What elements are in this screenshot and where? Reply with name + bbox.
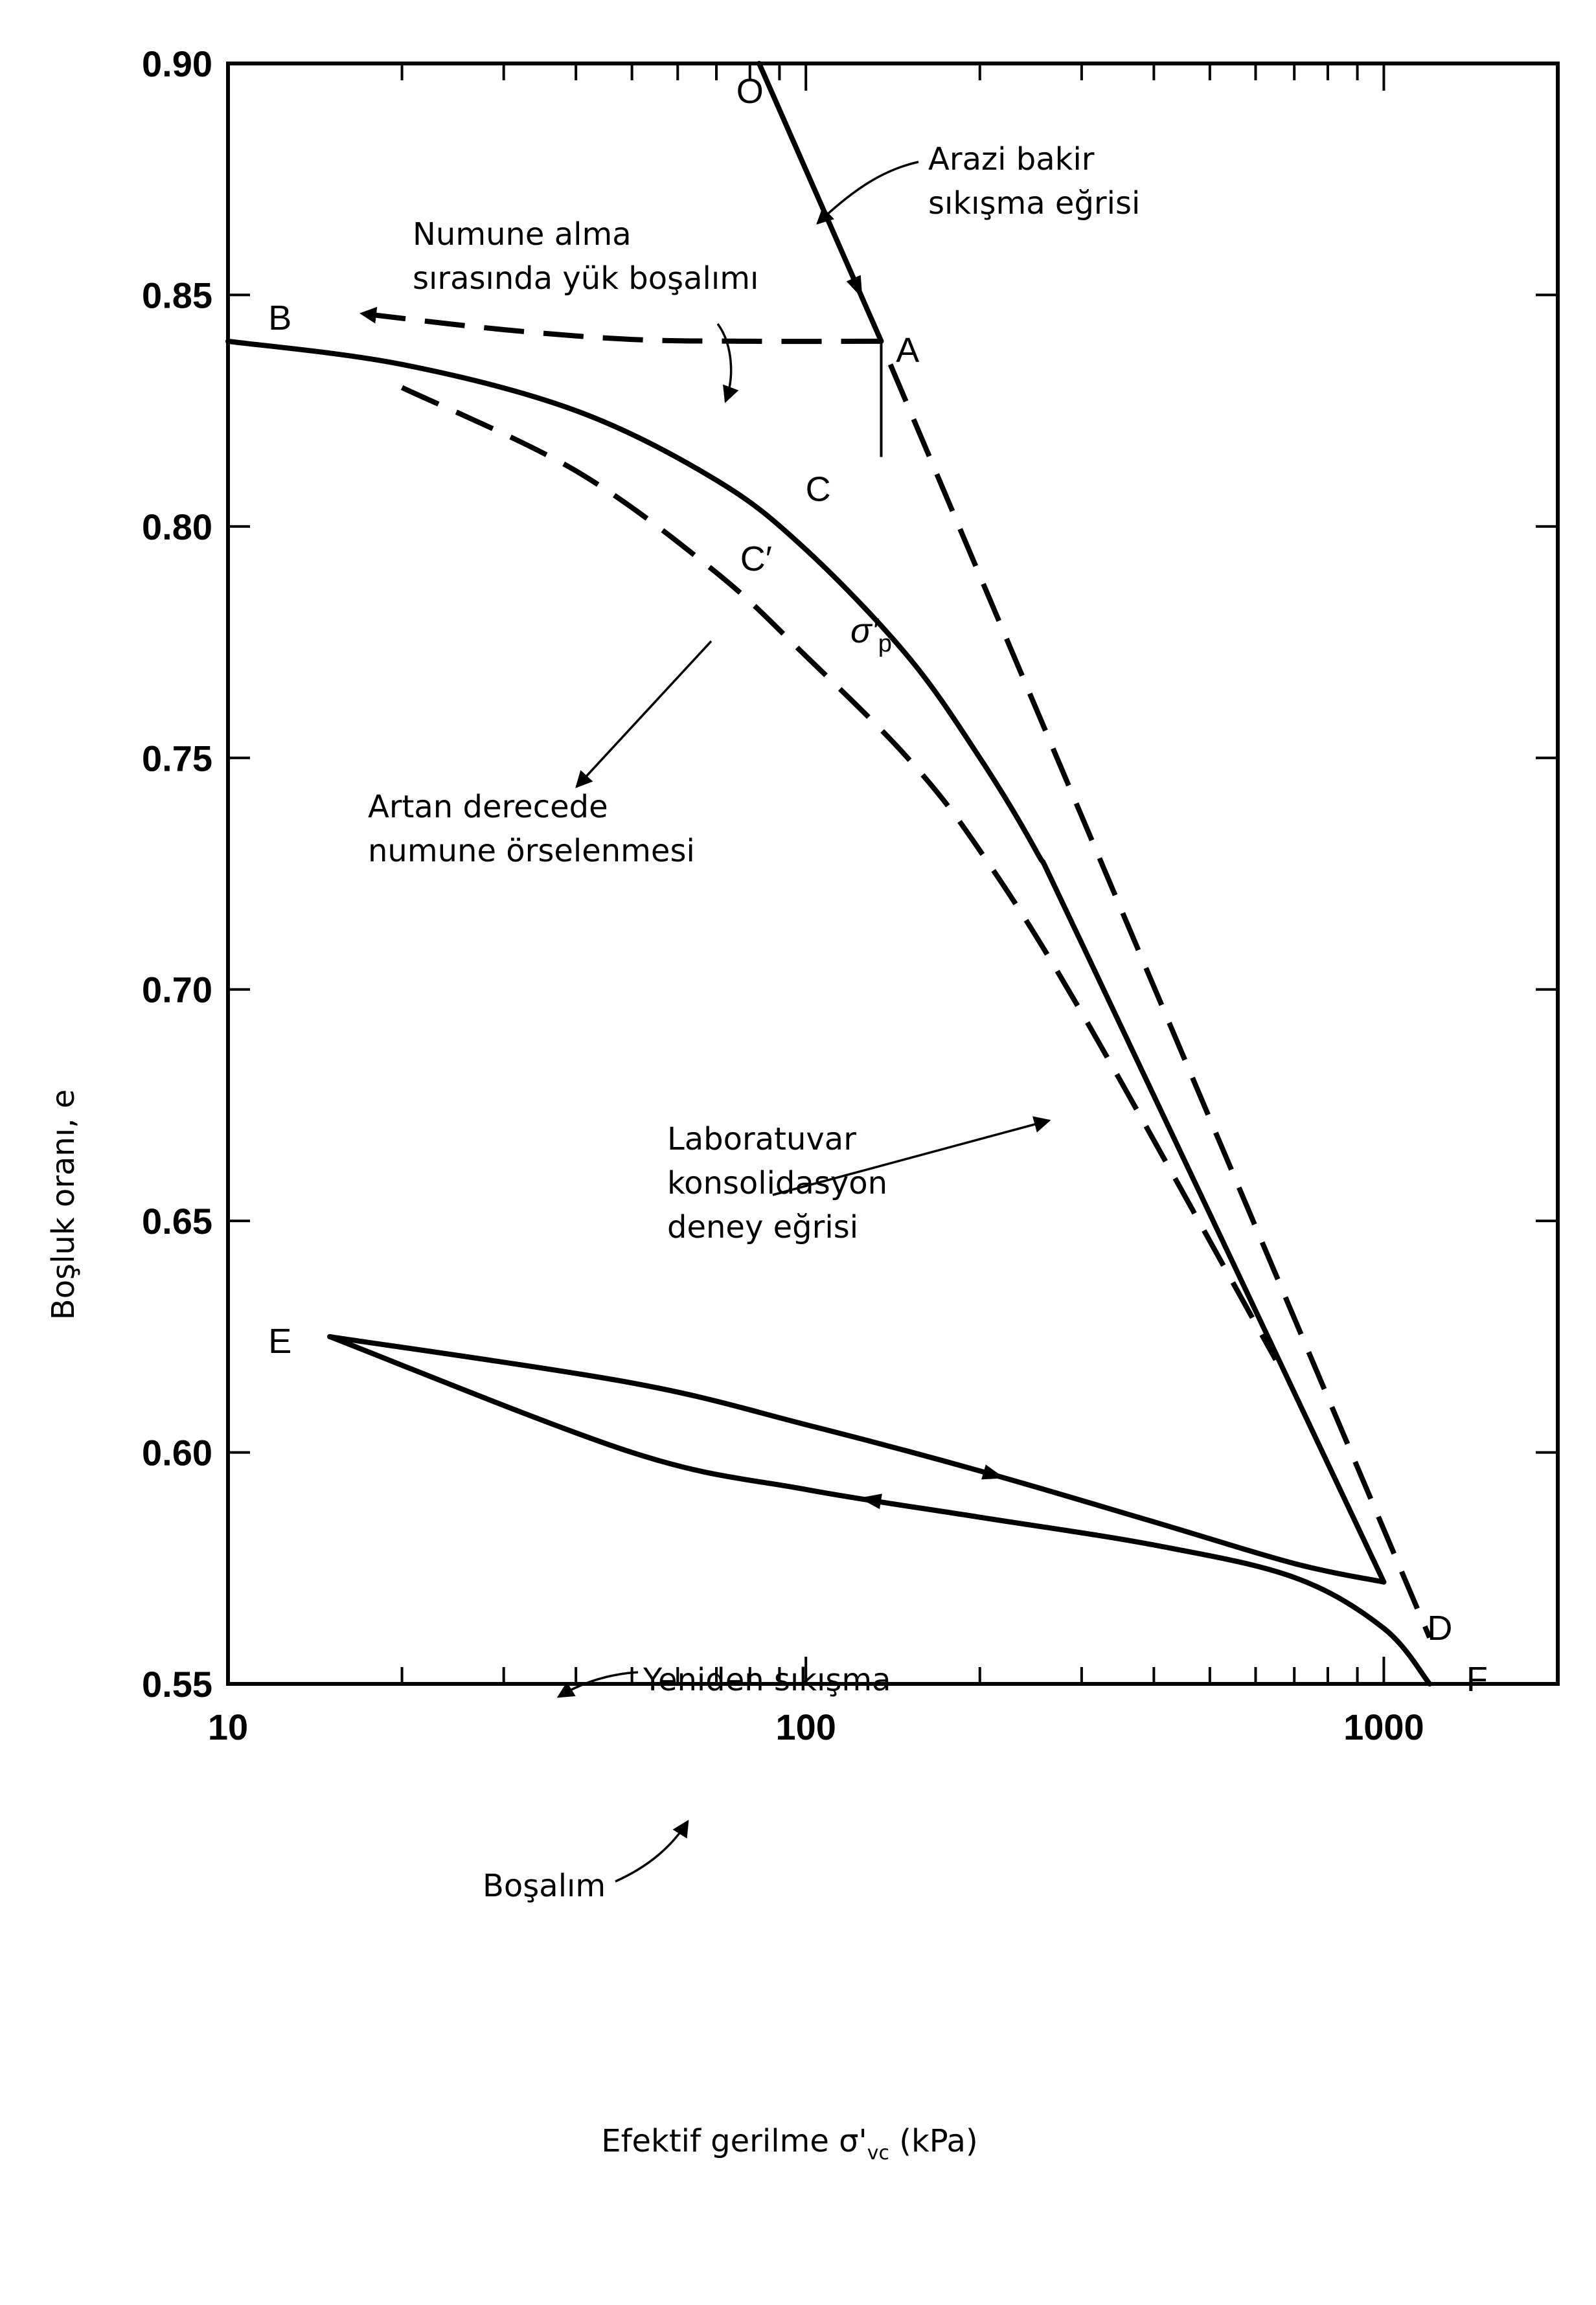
curve-lab-curve	[225, 338, 1387, 1585]
annotation-unloading: Boşalım	[483, 1868, 606, 1904]
curve-field-OA	[757, 61, 884, 344]
annotation-field-curve: Arazi bakir sıkışma eğrisi	[928, 141, 1140, 221]
curve-unloading-AB	[359, 306, 882, 345]
annotation-leader	[816, 161, 919, 225]
annotation-line: konsolidasyon	[667, 1165, 887, 1201]
sigma-p-label: σ′p	[850, 611, 892, 657]
annotation-line: sıkışma eğrisi	[928, 185, 1140, 221]
annotation-sampling-unload: Numune alma sırasında yük boşalımı	[413, 216, 758, 297]
annotation-leader	[716, 323, 739, 403]
annotation-reloading: Yeniden sıkışma	[643, 1662, 891, 1698]
annotation-line: numune örselenmesi	[368, 833, 695, 869]
point-label: D	[1427, 1609, 1452, 1648]
annotation-line: sırasında yük boşalımı	[413, 260, 758, 297]
x-tick-label: 10	[208, 1707, 248, 1747]
y-tick-label: 0.55	[142, 1664, 212, 1705]
y-tick-label: 0.70	[142, 970, 212, 1010]
point-label: F	[1466, 1660, 1488, 1699]
curve-reloading	[327, 1334, 1387, 1585]
y-tick-label: 0.90	[142, 43, 212, 84]
y-tick-label: 0.75	[142, 738, 212, 778]
curve-disturbed-curve	[400, 385, 1278, 1361]
y-tick-label: 0.65	[142, 1201, 212, 1242]
annotation-line: Numune alma	[413, 216, 632, 253]
point-label: C′	[740, 539, 772, 578]
point-label: O	[736, 72, 764, 111]
point-label: B	[268, 299, 291, 337]
curve-arrowhead	[846, 275, 863, 299]
annotation-leaders	[556, 161, 1051, 1883]
axis-ticks	[227, 62, 1559, 1685]
x-tick-label: 1000	[1343, 1707, 1424, 1747]
point-label: A	[896, 331, 919, 370]
annotation-leader	[556, 1671, 639, 1698]
plot-frame	[226, 62, 1560, 1686]
annotation-line: Laboratuvar	[667, 1121, 856, 1157]
annotation-line: deney eğrisi	[667, 1209, 858, 1245]
annotation-disturbance: Artan derecede numune örselenmesi	[368, 789, 695, 869]
annotation-line: Arazi bakir	[928, 141, 1095, 177]
point-label: C	[806, 470, 831, 509]
y-axis-title: Boşluk oranı, e	[45, 1089, 82, 1320]
annotation-leader	[615, 1819, 689, 1883]
y-tick-label: 0.85	[142, 275, 212, 315]
y-tick-label: 0.60	[142, 1433, 212, 1473]
y-tick-label: 0.80	[142, 506, 212, 547]
annotation-lab-curve: Laboratuvar konsolidasyon deney eğrisi	[667, 1121, 887, 1245]
point-labels: O A B C C′ D E F	[268, 72, 1488, 1699]
curve-arrowhead	[859, 1493, 882, 1510]
curve-arrowhead	[981, 1464, 1005, 1480]
curve-unloading-DE	[327, 1334, 1433, 1686]
point-label: E	[268, 1322, 291, 1361]
annotation-leader	[772, 1116, 1051, 1196]
annotation-leader	[575, 640, 712, 788]
x-axis-title: Efektif gerilme σ'vc (kPa)	[601, 2123, 977, 2164]
x-tick-label: 100	[775, 1707, 836, 1747]
curve-field-AD	[887, 363, 1432, 1639]
annotation-line: Artan derecede	[368, 789, 608, 825]
tick-labels: 10 100 1000 0.90 0.85 0.80 0.75 0.70 0.65 0.60 0.5…	[142, 43, 1424, 1747]
curves	[225, 61, 1433, 1686]
